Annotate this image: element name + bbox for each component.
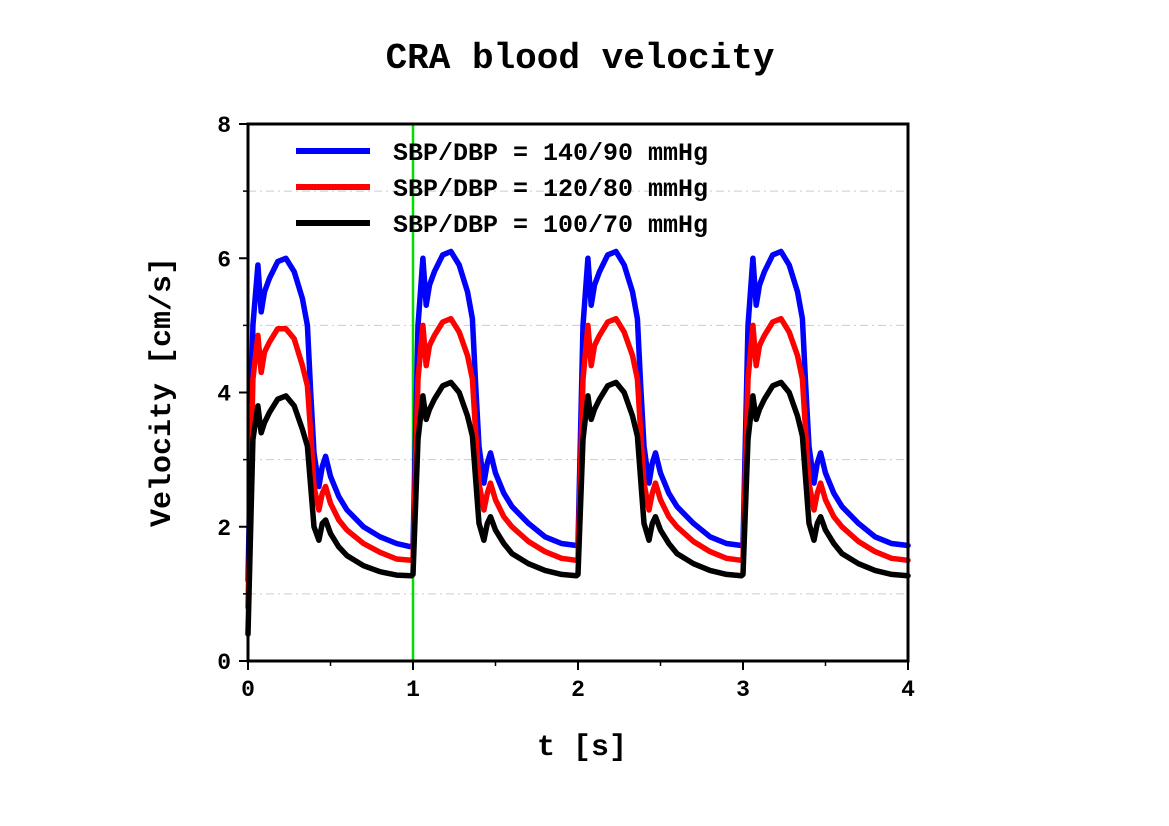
y-tick-label: 8: [217, 113, 231, 139]
legend-label-3: SBP/DBP = 100/70 mmHg: [393, 211, 708, 240]
x-axis-label: t [s]: [537, 731, 627, 765]
axis-ticks: 0 1 2 3 4 0 2 4 6 8: [217, 113, 915, 703]
x-tick-label: 3: [736, 677, 750, 703]
x-tick-label: 4: [901, 677, 915, 703]
y-axis-label: Velocity [cm/s]: [146, 257, 180, 527]
y-tick-label: 6: [217, 247, 231, 273]
x-tick-label: 2: [571, 677, 585, 703]
legend-label-1: SBP/DBP = 140/90 mmHg: [393, 139, 708, 168]
y-tick-label: 2: [217, 516, 231, 542]
legend: SBP/DBP = 140/90 mmHg SBP/DBP = 120/80 mm…: [296, 139, 708, 240]
x-tick-label: 0: [241, 677, 255, 703]
series-layer: [245, 248, 911, 637]
y-tick-label: 4: [217, 382, 231, 408]
chart-title: CRA blood velocity: [386, 38, 775, 79]
x-tick-label: 1: [406, 677, 420, 703]
y-tick-label: 0: [217, 650, 231, 676]
legend-label-2: SBP/DBP = 120/80 mmHg: [393, 175, 708, 204]
series-line-3: [245, 379, 911, 637]
